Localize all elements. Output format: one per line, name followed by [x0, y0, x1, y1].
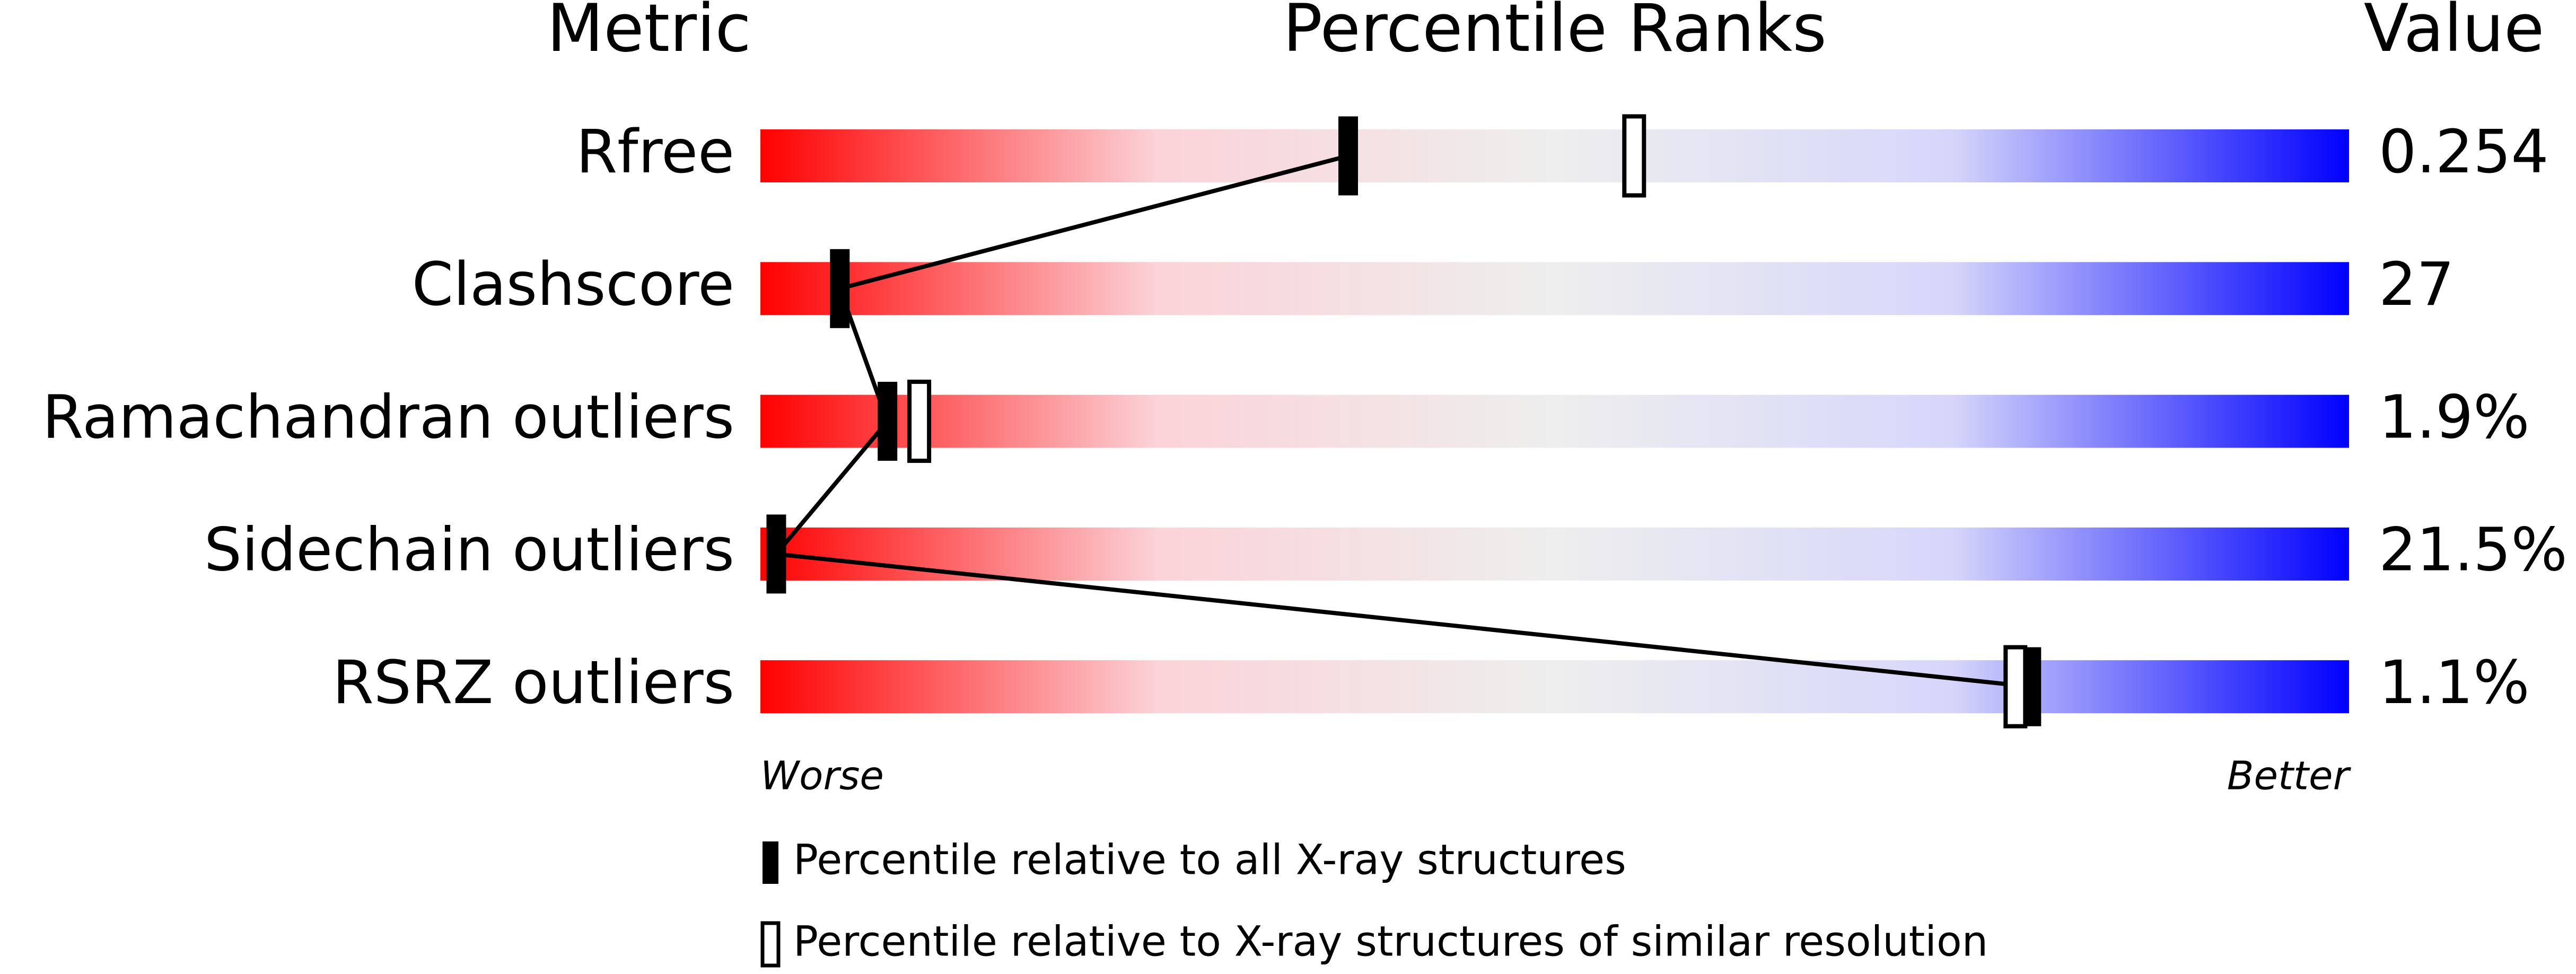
value-header: Value	[2364, 0, 2545, 67]
slider-track	[760, 129, 2349, 182]
metric-value: 21.5%	[2379, 516, 2568, 585]
metric-value: 0.254	[2379, 118, 2549, 187]
better-label: Better	[2227, 753, 2352, 799]
marker-filled	[766, 514, 786, 594]
slider-track	[760, 262, 2349, 315]
worse-label: Worse	[760, 753, 884, 799]
metric-label: Rfree	[576, 118, 734, 187]
metric-label: Sidechain outliers	[204, 516, 734, 585]
legend-label: Percentile relative to X-ray structures …	[793, 918, 1988, 966]
legend-swatch	[760, 921, 781, 968]
slider-track	[760, 660, 2349, 714]
metric-header: Metric	[547, 0, 751, 67]
legend-swatch	[763, 841, 778, 884]
slider-track	[760, 394, 2349, 448]
marker-open	[907, 380, 932, 463]
chart-title: Percentile Ranks	[1283, 0, 1827, 67]
legend-label: Percentile relative to all X-ray structu…	[793, 836, 1626, 884]
marker-open	[1622, 114, 1646, 198]
marker-filled	[878, 382, 898, 461]
marker-filled	[1338, 116, 1359, 196]
marker-filled	[830, 249, 850, 328]
slider-track	[760, 527, 2349, 581]
metric-label: Ramachandran outliers	[42, 383, 734, 452]
metric-value: 27	[2379, 250, 2455, 319]
metric-label: RSRZ outliers	[332, 648, 734, 717]
metric-label: Clashscore	[412, 250, 734, 319]
metric-value: 1.9%	[2379, 383, 2530, 452]
marker-open	[2003, 645, 2028, 729]
metric-value: 1.1%	[2379, 648, 2530, 717]
